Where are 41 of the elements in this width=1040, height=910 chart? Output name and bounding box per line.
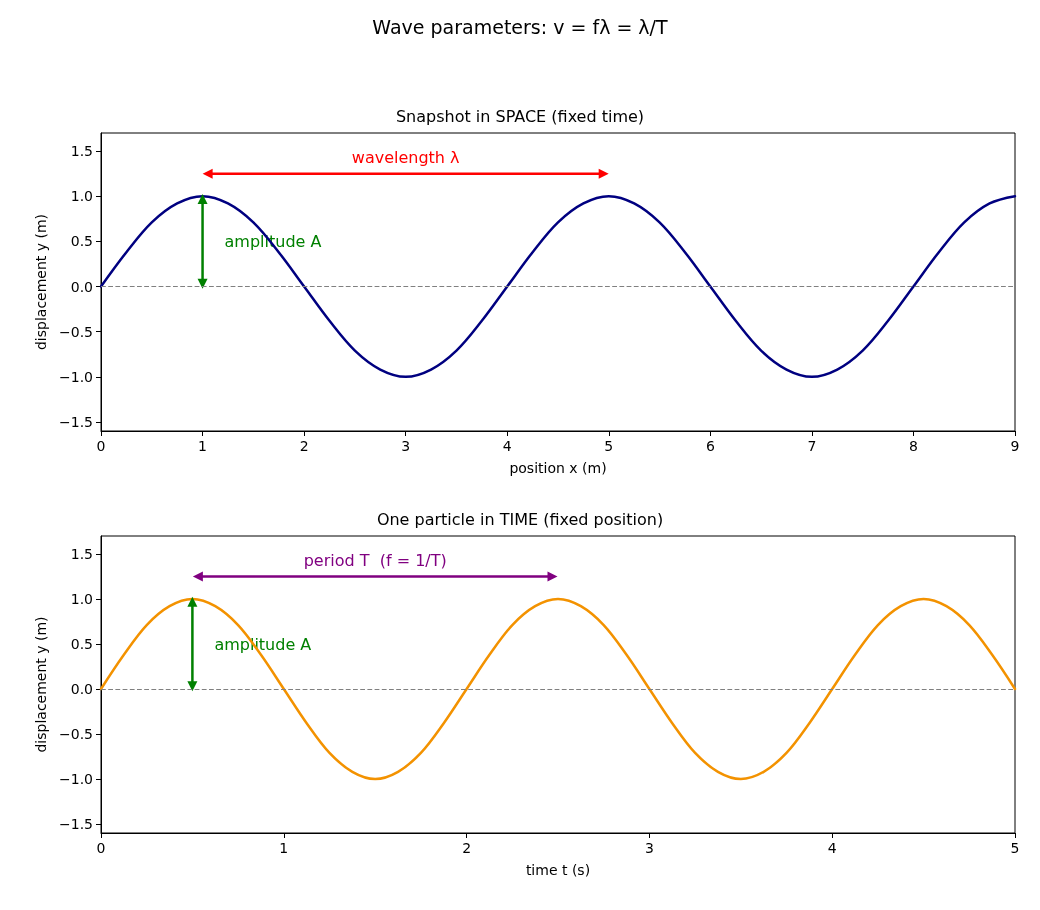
y-tick-label: 0.0 [70,278,93,295]
series-label: period T (f = 1/T) [303,551,447,570]
x-tick-label: 4 [502,438,512,454]
x-axis-title: position x (m) [509,460,607,476]
x-tick-label: 2 [299,438,309,454]
chart-title: Snapshot in SPACE (fixed time) [395,106,645,126]
y-tick-label: −0.5 [59,323,93,340]
y-tick-label: 0.5 [70,636,93,652]
line-series [99,597,1017,781]
y-tick-label: −1.0 [59,771,93,787]
x-tick-label: 9 [1010,438,1020,454]
y-tick-label: 0.0 [70,681,93,697]
x-tick-label: 7 [807,438,817,454]
x-tick-label: 3 [401,438,411,454]
x-tick-label: 1 [279,840,289,856]
x-tick-label: 6 [705,438,715,454]
y-tick-label: −1.5 [59,413,93,430]
x-tick-label: 3 [644,840,654,856]
chart-title: One particle in TIME (fixed position) [376,509,664,529]
x-tick-label: 5 [1010,840,1020,856]
line-series [99,194,1017,379]
y-tick-label: 1.5 [70,546,93,562]
text: Wave parameters: v = fλ = λ/T [371,16,669,38]
x-tick-label: 8 [908,438,918,454]
x-axis-title: time t (s) [525,862,591,878]
y-tick-label: 1.0 [70,591,93,607]
x-tick-label: 1 [198,438,208,454]
y-tick-label: −0.5 [59,726,93,742]
y-tick-label: −1.0 [59,368,93,385]
x-tick-label: 0 [96,438,106,454]
series-label: wavelength λ [351,148,460,168]
y-tick-label: 1.0 [70,188,93,205]
x-tick-label: 0 [96,840,106,856]
y-tick-label: 1.5 [70,143,93,160]
y-axis-title: displacement y (m) [33,616,50,753]
x-tick-label: 2 [462,840,472,856]
x-tick-label: 5 [604,438,614,454]
y-tick-label: −1.5 [59,816,93,832]
x-tick-label: 4 [827,840,837,856]
y-axis-title: displacement y (m) [33,213,50,351]
y-tick-label: 0.5 [70,233,93,250]
